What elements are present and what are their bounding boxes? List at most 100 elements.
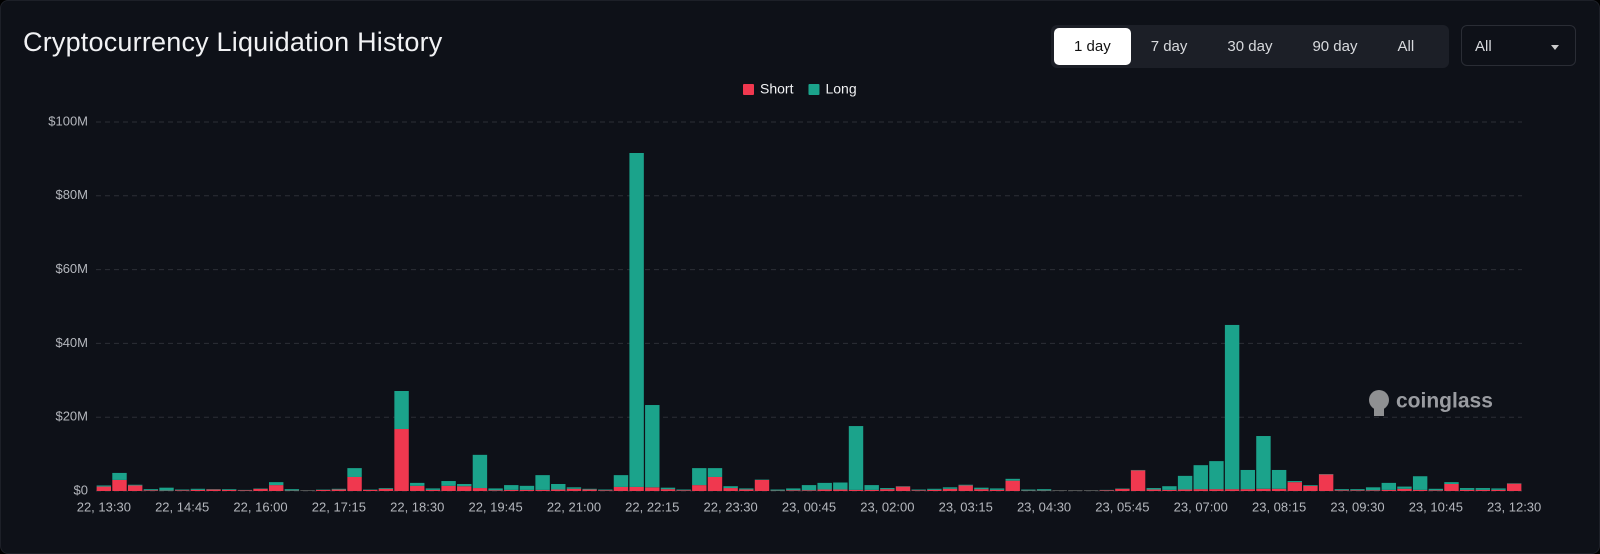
bar-segment xyxy=(1397,488,1412,491)
bar-segment xyxy=(1491,488,1506,490)
bar-segment xyxy=(598,489,613,491)
bar-segment xyxy=(1287,481,1302,483)
x-tick-label: 22, 17:15 xyxy=(312,499,366,514)
bar-segment xyxy=(864,489,879,491)
bar-segment xyxy=(974,489,989,491)
y-tick-label: $20M xyxy=(55,409,88,424)
x-tick-label: 23, 03:15 xyxy=(939,499,993,514)
x-tick-label: 23, 00:45 xyxy=(782,499,836,514)
bar-segment xyxy=(394,391,409,430)
bar-segment xyxy=(1350,489,1365,491)
bar-segment xyxy=(629,152,644,487)
bar-segment xyxy=(1365,487,1381,491)
bar-segment xyxy=(1428,490,1444,491)
bar-segment xyxy=(1162,486,1177,490)
bar-segment xyxy=(269,482,284,486)
x-tick-label: 22, 14:45 xyxy=(155,499,209,514)
x-tick-label: 23, 12:30 xyxy=(1487,499,1541,514)
bar-segment xyxy=(378,488,394,491)
range-button[interactable]: 7 day xyxy=(1150,38,1188,55)
bar-segment xyxy=(410,482,425,486)
bar-segment xyxy=(1256,436,1271,489)
bar-segment xyxy=(1444,483,1459,491)
bar-segment xyxy=(848,489,864,491)
bar-segment xyxy=(1475,488,1491,490)
bar-segment xyxy=(535,475,550,490)
bar-segment xyxy=(1506,483,1522,491)
bar-segment xyxy=(1130,470,1146,491)
x-tick-label: 22, 18:30 xyxy=(390,499,444,514)
bar-segment xyxy=(942,487,958,489)
bar-segment xyxy=(425,488,441,490)
bar-segment xyxy=(613,486,629,491)
bar-segment xyxy=(488,490,503,491)
bar-segment xyxy=(723,488,738,491)
bar-segment xyxy=(880,489,895,491)
bar-segment xyxy=(441,485,456,491)
bar-segment xyxy=(1428,488,1444,491)
bar-segment xyxy=(801,485,817,491)
bar-segment xyxy=(269,485,284,491)
bar-segment xyxy=(660,489,676,491)
bar-segment xyxy=(848,426,864,490)
coin-dropdown[interactable]: All xyxy=(1461,25,1576,66)
bar-segment xyxy=(551,483,566,490)
bar-segment xyxy=(739,488,754,490)
bar-segment xyxy=(645,487,660,491)
bar-segment xyxy=(723,486,738,489)
bar-segment xyxy=(911,490,926,491)
range-button[interactable]: 30 day xyxy=(1227,38,1273,55)
range-button[interactable]: 90 day xyxy=(1312,38,1358,55)
bar-segment xyxy=(1365,490,1381,491)
bar-segment xyxy=(880,488,895,490)
range-button[interactable]: 1 day xyxy=(1054,28,1131,65)
x-tick-label: 23, 02:00 xyxy=(860,499,914,514)
bar-segment xyxy=(989,489,1005,491)
bar-segment xyxy=(974,487,989,490)
bar-segment xyxy=(1271,488,1287,491)
bar-segment xyxy=(1412,476,1428,490)
y-tick-label: $40M xyxy=(55,335,88,350)
bar-segment xyxy=(692,485,707,491)
bar-segment xyxy=(331,488,347,490)
bar-segment xyxy=(1334,490,1349,491)
bar-segment xyxy=(378,488,394,489)
x-tick-label: 22, 23:30 xyxy=(704,499,758,514)
watermark-text: coinglass xyxy=(1396,390,1493,413)
y-tick-label: $100M xyxy=(48,113,88,128)
bar-segment xyxy=(911,489,926,491)
bar-segment xyxy=(1240,469,1255,490)
bar-segment xyxy=(566,487,582,489)
bar-segment xyxy=(221,489,237,490)
bar-segment xyxy=(613,475,629,487)
x-tick-label: 23, 07:00 xyxy=(1174,499,1228,514)
range-button[interactable]: All xyxy=(1397,38,1415,55)
bar-segment xyxy=(707,476,723,491)
bar-segment xyxy=(1287,482,1302,491)
bar-segment xyxy=(1115,488,1130,491)
bar-segment xyxy=(1005,480,1020,491)
bar-segment xyxy=(1381,489,1397,491)
range-selector: 1 day 7 day 30 day 90 day All xyxy=(1051,25,1449,68)
bar-segment xyxy=(457,483,472,487)
bar-segment xyxy=(253,488,268,491)
x-tick-label: 22, 22:15 xyxy=(625,499,679,514)
bar-segment xyxy=(1193,465,1208,490)
page-title: Cryptocurrency Liquidation History xyxy=(23,27,443,57)
bar-segment xyxy=(1177,475,1193,490)
bar-segment xyxy=(159,487,174,491)
bar-segment xyxy=(833,482,848,490)
bar-segment xyxy=(1475,489,1491,491)
bar-segment xyxy=(707,468,723,477)
x-tick-label: 22, 21:00 xyxy=(547,499,601,514)
bar-segment xyxy=(1459,488,1475,490)
bar-segment xyxy=(739,489,754,491)
bar-segment xyxy=(1021,489,1036,491)
bar-segment xyxy=(535,489,550,491)
bar-segment xyxy=(472,488,488,491)
x-tick-label: 22, 13:30 xyxy=(77,499,131,514)
bar-segment xyxy=(143,490,159,491)
bar-segment xyxy=(786,488,801,491)
